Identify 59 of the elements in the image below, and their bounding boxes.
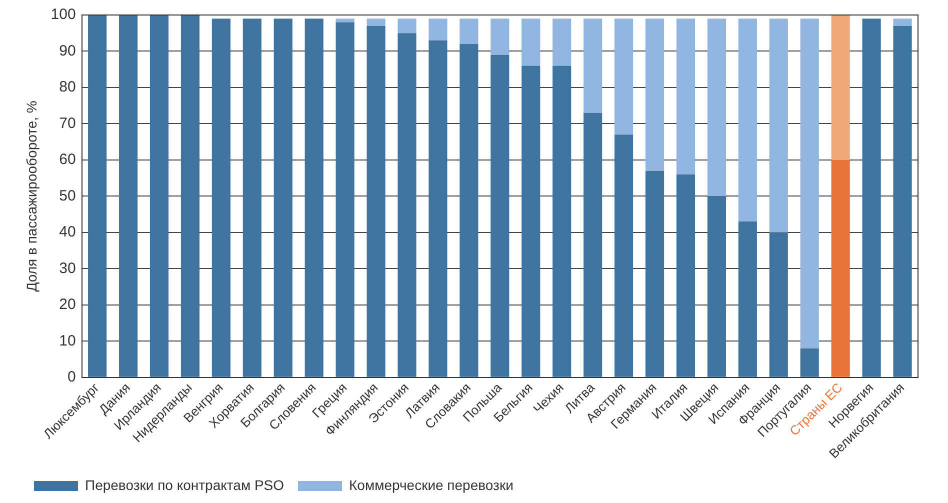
y-tick-label: 100: [50, 6, 76, 24]
bar: [769, 232, 788, 377]
bar: [460, 44, 478, 377]
bar: [552, 18, 572, 66]
y-tick-label: 70: [59, 114, 76, 132]
bar: [428, 18, 448, 40]
bar: [398, 18, 416, 34]
y-axis-title: Доля в пассажирообороте, %: [23, 100, 40, 292]
bar: [428, 40, 448, 377]
bar: [645, 18, 664, 171]
bar: [242, 18, 262, 377]
bar: [676, 174, 696, 377]
bar: [862, 18, 881, 377]
bar: [274, 18, 292, 377]
bar: [707, 196, 726, 377]
bar: [366, 26, 386, 377]
bar: [831, 15, 850, 160]
bar: [88, 15, 107, 377]
bar: [212, 18, 230, 377]
bar: [522, 66, 540, 377]
bar: [490, 18, 510, 55]
y-tick-label: 30: [59, 260, 76, 277]
bar: [150, 15, 169, 377]
bar: [893, 18, 912, 26]
bar: [614, 134, 634, 377]
y-tick-label: 50: [59, 187, 76, 204]
bar: [552, 66, 572, 377]
y-tick-label: 90: [59, 42, 76, 60]
y-tick-label: 80: [59, 78, 76, 96]
y-tick-label: 20: [59, 296, 76, 314]
bar: [522, 18, 540, 66]
bar: [676, 18, 696, 174]
y-tick-label: 10: [59, 332, 76, 350]
y-tick-label: 60: [59, 151, 76, 168]
bar: [398, 33, 416, 377]
bar: [800, 348, 819, 377]
bar: [584, 18, 602, 113]
bar: [707, 18, 726, 196]
bar: [738, 18, 757, 222]
y-tick-label: 40: [59, 224, 76, 241]
bar: [304, 18, 324, 377]
bar: [738, 222, 757, 377]
bar: [614, 18, 634, 135]
bar: [366, 18, 386, 26]
bar: [645, 170, 664, 377]
bar: [831, 160, 850, 377]
y-tick-label: 0: [67, 368, 76, 386]
bar: [336, 18, 354, 22]
bar: [336, 22, 354, 377]
bar: [800, 18, 819, 348]
bar: [460, 18, 478, 44]
bar: [769, 18, 788, 232]
bar: [118, 15, 138, 377]
legend-label: Коммерческие перевозки: [349, 476, 514, 493]
legend-label: Перевозки по контрактам PSO: [85, 476, 284, 493]
bar: [180, 15, 200, 377]
bar: [584, 112, 602, 377]
bar: [893, 26, 912, 377]
bar: [490, 54, 510, 377]
